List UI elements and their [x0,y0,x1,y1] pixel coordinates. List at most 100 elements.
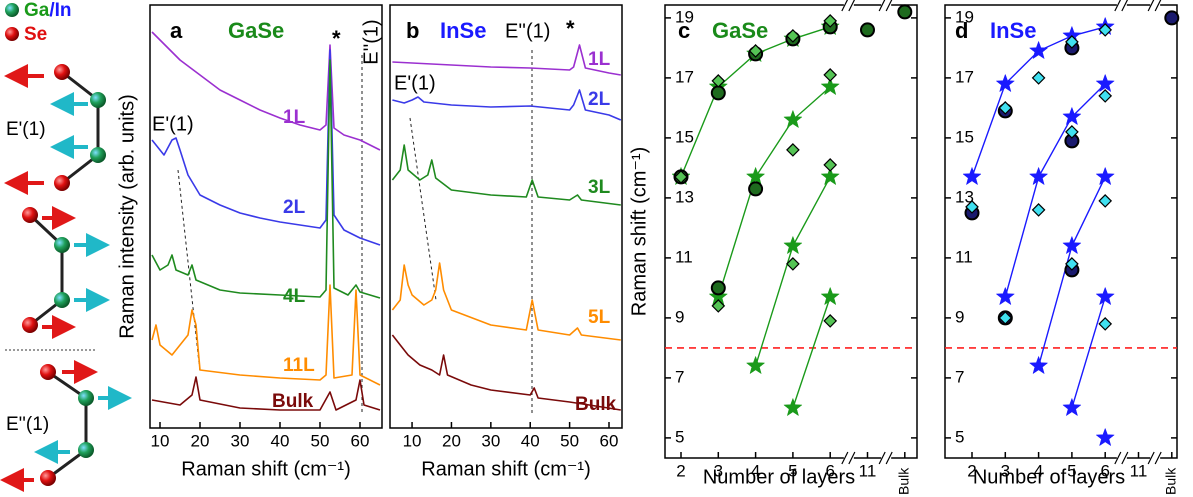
spectrum [392,89,622,121]
metal2-label: /In [49,0,71,21]
point [823,314,838,328]
annotation: b [406,18,419,43]
point [1095,286,1115,306]
point [1062,235,1082,255]
x-tick-label: 50 [311,431,330,450]
spectrum [151,59,381,299]
point [1031,71,1046,85]
schematic: Ga/In Se [0,0,132,492]
annotation: * [332,26,341,51]
spectrum [391,334,621,411]
branch-line [754,176,831,367]
point [1098,317,1113,331]
point [965,200,979,214]
mode-label: E'(1) [6,119,46,140]
axis-break [885,0,893,12]
annotation: E'(1) [394,72,436,94]
point [786,29,800,43]
y-tick-label: 9 [955,307,964,326]
point [897,4,913,20]
point [1065,257,1079,271]
y-tick-label: 19 [675,7,694,26]
point [745,166,766,186]
annotation: c [678,18,690,43]
point [823,158,838,172]
point [786,257,800,271]
point [710,280,726,296]
axis-break [1116,2,1127,8]
axis-break [1147,451,1155,465]
point [1028,40,1049,60]
point [962,166,982,186]
axis-break [848,0,856,12]
y-tick-label: 13 [955,187,974,206]
x-tick-label: 11 [859,461,877,480]
x-tick-label: 11 [1130,461,1148,480]
point [674,170,688,184]
axis-break [1116,455,1127,461]
point [820,76,840,96]
x-tick-label: 10 [403,431,422,450]
metal-atom-key [5,3,19,17]
plot-frame [664,4,918,459]
point [1031,203,1046,217]
x-tick-label: 4 [1034,461,1043,480]
spectrum [392,44,621,76]
axis-break [848,451,856,465]
axis-break [841,451,849,465]
series-label: 2L [283,197,306,218]
spectrum [151,376,381,411]
point [745,355,766,375]
x-axis-title: Raman shift (cm⁻¹) [421,458,590,480]
point [783,397,803,417]
axis-break [1154,451,1162,465]
series-label: 5L [588,307,611,328]
point [783,235,803,255]
annotation: E'(1) [152,113,194,135]
x-tick-label: 50 [560,431,579,450]
axis-break [1121,0,1129,12]
y-tick-label: 5 [955,427,964,446]
y-tick-label: 17 [955,67,974,86]
y-tick-label: 17 [675,67,694,86]
x-tick-label: 30 [231,431,250,450]
branch-line [792,296,831,409]
axis-break [1147,0,1155,12]
mode-label: E''(1) [6,414,49,435]
x-tick-label: 40 [521,431,540,450]
x-axis-title: Number of layers [973,466,1125,488]
axis-break [881,455,892,461]
branch-line [1071,296,1106,409]
x-tick-label: 2 [967,461,976,480]
point [998,101,1013,115]
plot-frame [149,4,383,429]
plot-frame [389,4,623,429]
point [998,311,1013,325]
y-tick-label: 5 [675,427,684,446]
atom-legend: Ga/In [24,0,72,21]
y-axis-title: Raman shift (cm⁻¹) [628,147,650,316]
arrows [0,64,132,492]
series-label: Bulk [272,391,314,412]
y-tick-label: 19 [955,7,974,26]
guide-lines [177,50,533,415]
point [1028,355,1049,375]
axis-break [1114,451,1122,465]
spectrum [151,31,381,151]
branch-line [1004,83,1106,298]
point [783,109,803,129]
point [1062,106,1082,126]
y-tick-label: 11 [955,247,973,266]
x-axis-title: Raman shift (cm⁻¹) [181,458,350,480]
x-tick-label: 20 [191,431,210,450]
x-tick-label: 3 [714,461,723,480]
axis-break [843,455,854,461]
axis-break [1150,455,1161,461]
series-label: 4L [283,286,306,307]
point [748,181,764,197]
x-tick-label: 40 [271,431,290,450]
point [786,143,800,157]
point [995,73,1015,93]
series-label: 3L [588,177,611,198]
series-label: 11L [283,355,315,376]
